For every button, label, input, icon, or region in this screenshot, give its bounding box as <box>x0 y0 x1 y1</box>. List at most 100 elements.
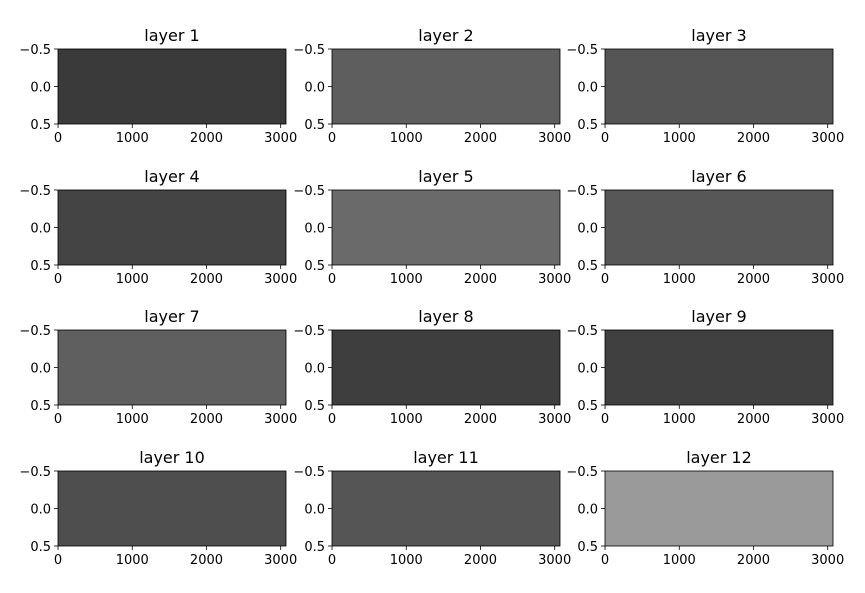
panel-title: layer 7 <box>144 307 199 326</box>
x-tick-label: 0 <box>54 272 62 287</box>
y-tick-label: −0.5 <box>566 184 598 199</box>
y-tick-label: −0.5 <box>293 43 325 58</box>
x-tick-label: 2000 <box>464 553 497 568</box>
y-tick-label: 0.5 <box>304 259 325 274</box>
y-tick-label: 0.0 <box>577 222 598 237</box>
x-tick-label: 1000 <box>390 553 423 568</box>
image <box>332 330 560 405</box>
y-tick-label: 0.0 <box>577 503 598 518</box>
y-tick-label: −0.5 <box>19 465 51 480</box>
x-tick-label: 1000 <box>390 131 423 146</box>
x-tick-label: 2000 <box>464 412 497 427</box>
x-tick-label: 1000 <box>663 553 696 568</box>
x-tick-label: 2000 <box>464 272 497 287</box>
y-tick-label: 0.5 <box>577 259 598 274</box>
y-tick-label: 0.0 <box>30 222 51 237</box>
image <box>58 471 286 546</box>
image <box>332 190 560 265</box>
y-tick-label: 0.0 <box>304 503 325 518</box>
x-tick-label: 3000 <box>538 412 571 427</box>
x-tick-label: 0 <box>54 412 62 427</box>
x-tick-label: 0 <box>601 272 609 287</box>
x-tick-label: 1000 <box>390 412 423 427</box>
x-tick-label: 3000 <box>538 553 571 568</box>
x-tick-label: 2000 <box>737 131 770 146</box>
y-tick-label: 0.5 <box>30 399 51 414</box>
image <box>58 330 286 405</box>
y-tick-label: 0.5 <box>577 118 598 133</box>
y-tick-label: −0.5 <box>293 465 325 480</box>
panel-title: layer 4 <box>144 167 199 186</box>
x-tick-label: 1000 <box>663 412 696 427</box>
x-tick-label: 2000 <box>464 131 497 146</box>
y-tick-label: 0.5 <box>304 399 325 414</box>
panel-title: layer 12 <box>686 448 752 467</box>
x-tick-label: 3000 <box>811 553 844 568</box>
y-tick-label: −0.5 <box>19 324 51 339</box>
x-tick-label: 3000 <box>538 131 571 146</box>
image <box>605 471 833 546</box>
x-tick-label: 2000 <box>737 272 770 287</box>
y-tick-label: −0.5 <box>566 324 598 339</box>
image <box>58 190 286 265</box>
panel-title: layer 11 <box>413 448 479 467</box>
x-tick-label: 3000 <box>811 412 844 427</box>
x-tick-label: 3000 <box>264 272 297 287</box>
x-tick-label: 0 <box>328 412 336 427</box>
panel-title: layer 9 <box>691 307 746 326</box>
panel-title: layer 8 <box>418 307 473 326</box>
x-tick-label: 1000 <box>663 131 696 146</box>
y-tick-label: 0.0 <box>577 362 598 377</box>
y-tick-label: 0.0 <box>30 503 51 518</box>
x-tick-label: 0 <box>328 131 336 146</box>
x-tick-label: 0 <box>54 553 62 568</box>
image <box>332 49 560 124</box>
panel-title: layer 10 <box>139 448 205 467</box>
x-tick-label: 0 <box>601 131 609 146</box>
y-tick-label: 0.5 <box>304 540 325 555</box>
x-tick-label: 3000 <box>811 131 844 146</box>
panel-title: layer 3 <box>691 26 746 45</box>
x-tick-label: 1000 <box>116 131 149 146</box>
panel-title: layer 2 <box>418 26 473 45</box>
image <box>605 49 833 124</box>
y-tick-label: 0.5 <box>577 399 598 414</box>
y-tick-label: −0.5 <box>566 465 598 480</box>
image <box>605 190 833 265</box>
x-tick-label: 3000 <box>811 272 844 287</box>
image <box>58 49 286 124</box>
x-tick-label: 0 <box>328 272 336 287</box>
y-tick-label: 0.5 <box>30 259 51 274</box>
x-tick-label: 0 <box>601 412 609 427</box>
y-tick-label: 0.5 <box>304 118 325 133</box>
x-tick-label: 2000 <box>737 412 770 427</box>
x-tick-label: 2000 <box>190 272 223 287</box>
x-tick-label: 0 <box>328 553 336 568</box>
x-tick-label: 2000 <box>190 553 223 568</box>
y-tick-label: −0.5 <box>293 324 325 339</box>
x-tick-label: 0 <box>54 131 62 146</box>
x-tick-label: 1000 <box>116 272 149 287</box>
image <box>605 330 833 405</box>
y-tick-label: 0.0 <box>577 81 598 96</box>
panel-title: layer 5 <box>418 167 473 186</box>
x-tick-label: 3000 <box>264 131 297 146</box>
y-tick-label: −0.5 <box>566 43 598 58</box>
y-tick-label: 0.0 <box>304 362 325 377</box>
x-tick-label: 3000 <box>264 412 297 427</box>
x-tick-label: 2000 <box>190 131 223 146</box>
x-tick-label: 3000 <box>264 553 297 568</box>
y-tick-label: −0.5 <box>19 43 51 58</box>
x-tick-label: 1000 <box>116 412 149 427</box>
x-tick-label: 2000 <box>190 412 223 427</box>
x-tick-label: 3000 <box>538 272 571 287</box>
panel-title: layer 6 <box>691 167 746 186</box>
y-tick-label: 0.0 <box>30 81 51 96</box>
image <box>332 471 560 546</box>
x-tick-label: 1000 <box>116 553 149 568</box>
panel-title: layer 1 <box>144 26 199 45</box>
y-tick-label: 0.5 <box>30 540 51 555</box>
x-tick-label: 2000 <box>737 553 770 568</box>
x-tick-label: 1000 <box>390 272 423 287</box>
